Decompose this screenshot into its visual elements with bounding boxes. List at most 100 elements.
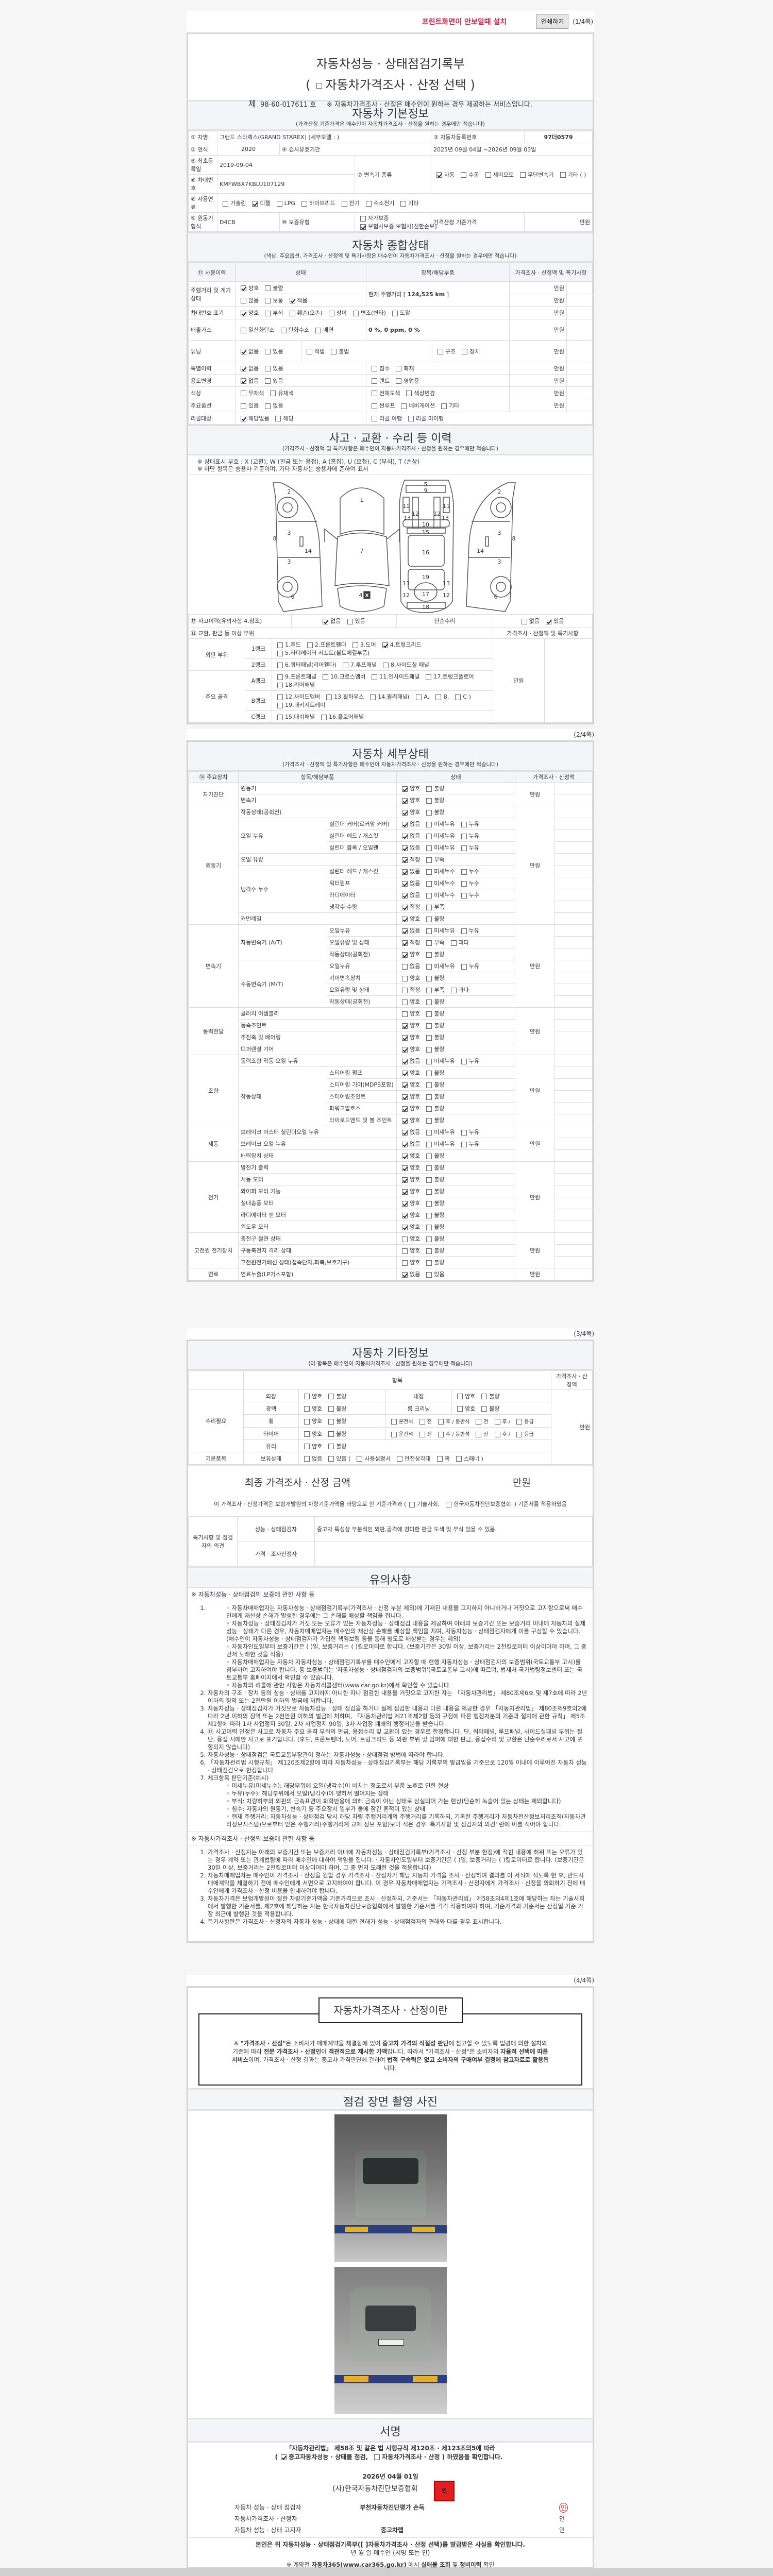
- checkbox-checked[interactable]: [382, 642, 388, 648]
- checkbox-checked[interactable]: [289, 298, 295, 303]
- checkbox-checked[interactable]: [402, 1117, 408, 1124]
- checkbox[interactable]: [426, 975, 432, 981]
- checkbox[interactable]: [426, 1082, 432, 1088]
- checkbox[interactable]: [289, 310, 295, 316]
- checkbox[interactable]: [372, 391, 377, 396]
- checkbox[interactable]: [476, 1431, 482, 1437]
- checkbox[interactable]: [328, 1418, 334, 1425]
- checkbox[interactable]: [265, 285, 271, 291]
- checkbox[interactable]: [426, 1236, 432, 1242]
- checkbox[interactable]: [277, 642, 283, 648]
- checkbox[interactable]: [383, 662, 389, 668]
- checkbox[interactable]: [241, 403, 246, 409]
- checkbox[interactable]: [402, 1011, 408, 1017]
- checkbox-checked[interactable]: [402, 869, 408, 875]
- checkbox[interactable]: [426, 1129, 432, 1136]
- checkbox-checked[interactable]: [402, 821, 408, 827]
- checkbox[interactable]: [396, 366, 402, 371]
- checkbox[interactable]: [402, 1248, 408, 1254]
- checkbox[interactable]: [426, 928, 432, 934]
- checkbox[interactable]: [402, 1260, 408, 1266]
- checkbox-checked[interactable]: [402, 798, 408, 804]
- checkbox[interactable]: [461, 928, 467, 934]
- checkbox[interactable]: [396, 378, 402, 384]
- checkbox[interactable]: [461, 172, 467, 178]
- checkbox[interactable]: [457, 1394, 463, 1399]
- checkbox[interactable]: [277, 702, 283, 708]
- checkbox-checked[interactable]: [402, 1035, 408, 1041]
- checkbox[interactable]: [426, 857, 432, 863]
- checkbox[interactable]: [516, 1419, 523, 1425]
- checkbox[interactable]: [328, 1394, 334, 1399]
- checkbox[interactable]: [352, 310, 359, 316]
- checkbox[interactable]: [441, 403, 447, 409]
- checkbox-checked[interactable]: [402, 857, 408, 863]
- checkbox[interactable]: [485, 172, 491, 178]
- checkbox[interactable]: [426, 1094, 432, 1100]
- checkbox-checked[interactable]: [402, 1106, 408, 1112]
- checkbox[interactable]: [426, 821, 432, 827]
- checkbox[interactable]: [426, 1070, 432, 1076]
- checkbox[interactable]: [461, 892, 467, 899]
- checkbox[interactable]: [372, 378, 377, 384]
- checkbox[interactable]: [304, 1456, 310, 1462]
- checkbox[interactable]: [426, 1011, 432, 1017]
- checkbox[interactable]: [265, 403, 271, 409]
- checkbox[interactable]: [461, 869, 467, 875]
- checkbox[interactable]: [374, 2454, 380, 2460]
- checkbox[interactable]: [461, 880, 467, 887]
- checkbox[interactable]: [304, 1394, 310, 1399]
- checkbox[interactable]: [277, 694, 283, 700]
- checkbox-checked[interactable]: [402, 845, 408, 851]
- checkbox[interactable]: [343, 662, 349, 668]
- print-button[interactable]: 인쇄하기: [536, 14, 569, 29]
- checkbox-checked[interactable]: [402, 880, 408, 887]
- checkbox[interactable]: [392, 310, 398, 316]
- checkbox[interactable]: [426, 798, 432, 804]
- checkbox[interactable]: [426, 1023, 432, 1029]
- checkbox[interactable]: [426, 1189, 432, 1195]
- checkbox[interactable]: [372, 403, 377, 409]
- checkbox[interactable]: [462, 349, 468, 354]
- checkbox[interactable]: [304, 1406, 310, 1412]
- checkbox-checked[interactable]: [402, 1141, 408, 1147]
- checkbox-checked[interactable]: [402, 904, 408, 910]
- checkbox[interactable]: [304, 1418, 310, 1425]
- checkbox[interactable]: [426, 904, 432, 910]
- checkbox[interactable]: [435, 694, 442, 700]
- checkbox[interactable]: [372, 674, 378, 680]
- checkbox[interactable]: [438, 1431, 444, 1437]
- checkbox[interactable]: [265, 349, 271, 354]
- checkbox[interactable]: [436, 1456, 443, 1462]
- checkbox[interactable]: [401, 403, 407, 409]
- checkbox-checked[interactable]: [323, 618, 329, 624]
- checkbox[interactable]: [372, 366, 377, 371]
- checkbox[interactable]: [347, 618, 353, 624]
- checkbox[interactable]: [365, 200, 372, 207]
- checkbox[interactable]: [307, 349, 312, 354]
- checkbox[interactable]: [307, 642, 313, 648]
- checkbox[interactable]: [400, 200, 407, 207]
- checkbox-checked[interactable]: [241, 349, 246, 354]
- checkbox[interactable]: [426, 1177, 432, 1183]
- checkbox-checked[interactable]: [402, 1272, 408, 1278]
- checkbox[interactable]: [416, 694, 422, 700]
- checkbox[interactable]: [396, 1456, 402, 1462]
- checkbox-checked[interactable]: [402, 952, 408, 958]
- checkbox[interactable]: [331, 349, 337, 354]
- checkbox[interactable]: [426, 1117, 432, 1124]
- checkbox[interactable]: [391, 1419, 397, 1425]
- checkbox[interactable]: [450, 940, 457, 946]
- checkbox-checked[interactable]: [402, 928, 408, 934]
- checkbox[interactable]: [476, 1419, 482, 1425]
- checkbox[interactable]: [328, 310, 334, 316]
- checkbox-checked[interactable]: [402, 1177, 408, 1183]
- checkbox[interactable]: [426, 1153, 432, 1159]
- checkbox[interactable]: [321, 714, 327, 720]
- checkbox[interactable]: [326, 694, 332, 700]
- checkbox[interactable]: [461, 833, 467, 839]
- checkbox[interactable]: [461, 821, 467, 827]
- checkbox[interactable]: [461, 1141, 467, 1147]
- checkbox[interactable]: [241, 391, 246, 396]
- checkbox[interactable]: [402, 1236, 408, 1242]
